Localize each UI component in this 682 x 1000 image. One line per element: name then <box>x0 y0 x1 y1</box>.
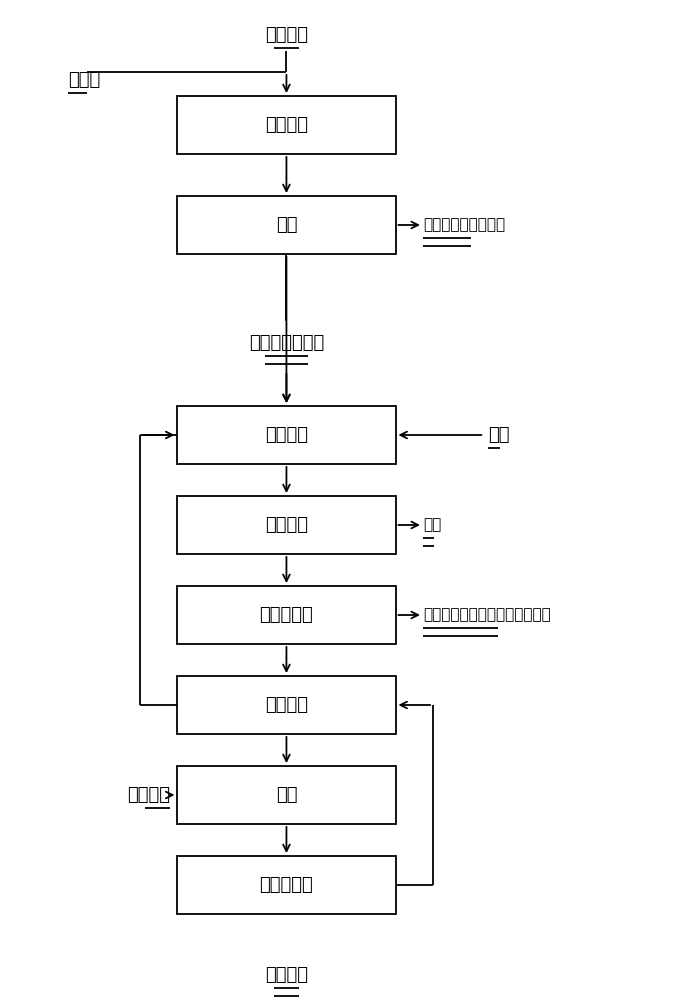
Text: 结晶尾液（至浓缩）: 结晶尾液（至浓缩） <box>423 218 505 232</box>
Bar <box>177 766 396 824</box>
Text: 晶体溶解: 晶体溶解 <box>265 426 308 444</box>
Text: 溶解: 溶解 <box>276 786 297 804</box>
Text: 去离子水: 去离子水 <box>128 786 170 804</box>
Text: 一次重结晶: 一次重结晶 <box>260 606 313 624</box>
Text: 废渣: 废渣 <box>423 518 441 532</box>
Text: 滤液（返回浸出过滤作稀释水）: 滤液（返回浸出过滤作稀释水） <box>423 607 550 622</box>
Bar <box>177 586 396 644</box>
Bar <box>177 856 396 914</box>
Text: 结晶: 结晶 <box>276 216 297 234</box>
Text: 杂质过滤: 杂质过滤 <box>265 516 308 534</box>
Text: 纯水: 纯水 <box>488 426 509 444</box>
Text: 二次重结晶: 二次重结晶 <box>260 876 313 894</box>
Text: 晶体洗涤: 晶体洗涤 <box>265 696 308 714</box>
Text: 钛萃余液: 钛萃余液 <box>265 26 308 44</box>
Bar <box>177 96 396 154</box>
Bar <box>177 676 396 734</box>
Bar <box>177 196 396 254</box>
Bar <box>177 406 396 464</box>
Text: 硫酸铝铵: 硫酸铝铵 <box>265 966 308 984</box>
Bar <box>177 496 396 554</box>
Text: 硫酸铵: 硫酸铵 <box>68 71 100 89</box>
Text: 硫酸铝铵粗产品: 硫酸铝铵粗产品 <box>249 334 324 352</box>
Text: 铝铵反应: 铝铵反应 <box>265 116 308 134</box>
